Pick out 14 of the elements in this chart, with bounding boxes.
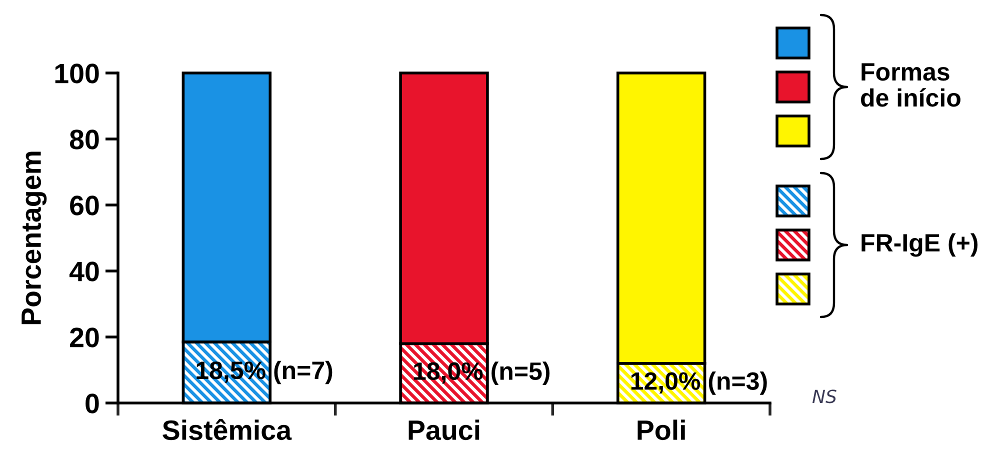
data-label: 18,5% (n=7) — [196, 360, 332, 384]
x-tick-label: Sistêmica — [162, 419, 292, 440]
y-tick-label: 20 — [70, 328, 99, 348]
legend-label: Formas de início — [861, 63, 960, 107]
y-tick-label: 100 — [55, 64, 99, 84]
y-tick-label: 80 — [70, 130, 99, 150]
y-tick-label: 60 — [70, 196, 99, 216]
y-tick-label: 0 — [86, 394, 99, 414]
y-tick-label: 40 — [69, 262, 99, 282]
x-tick-label: Pauci — [408, 420, 480, 440]
legend-label: FR-IgE (+) — [862, 233, 978, 257]
y-axis-title: Porcentagem — [22, 152, 47, 324]
text: NS — [812, 390, 836, 404]
x-tick-label: Poli — [638, 420, 685, 440]
